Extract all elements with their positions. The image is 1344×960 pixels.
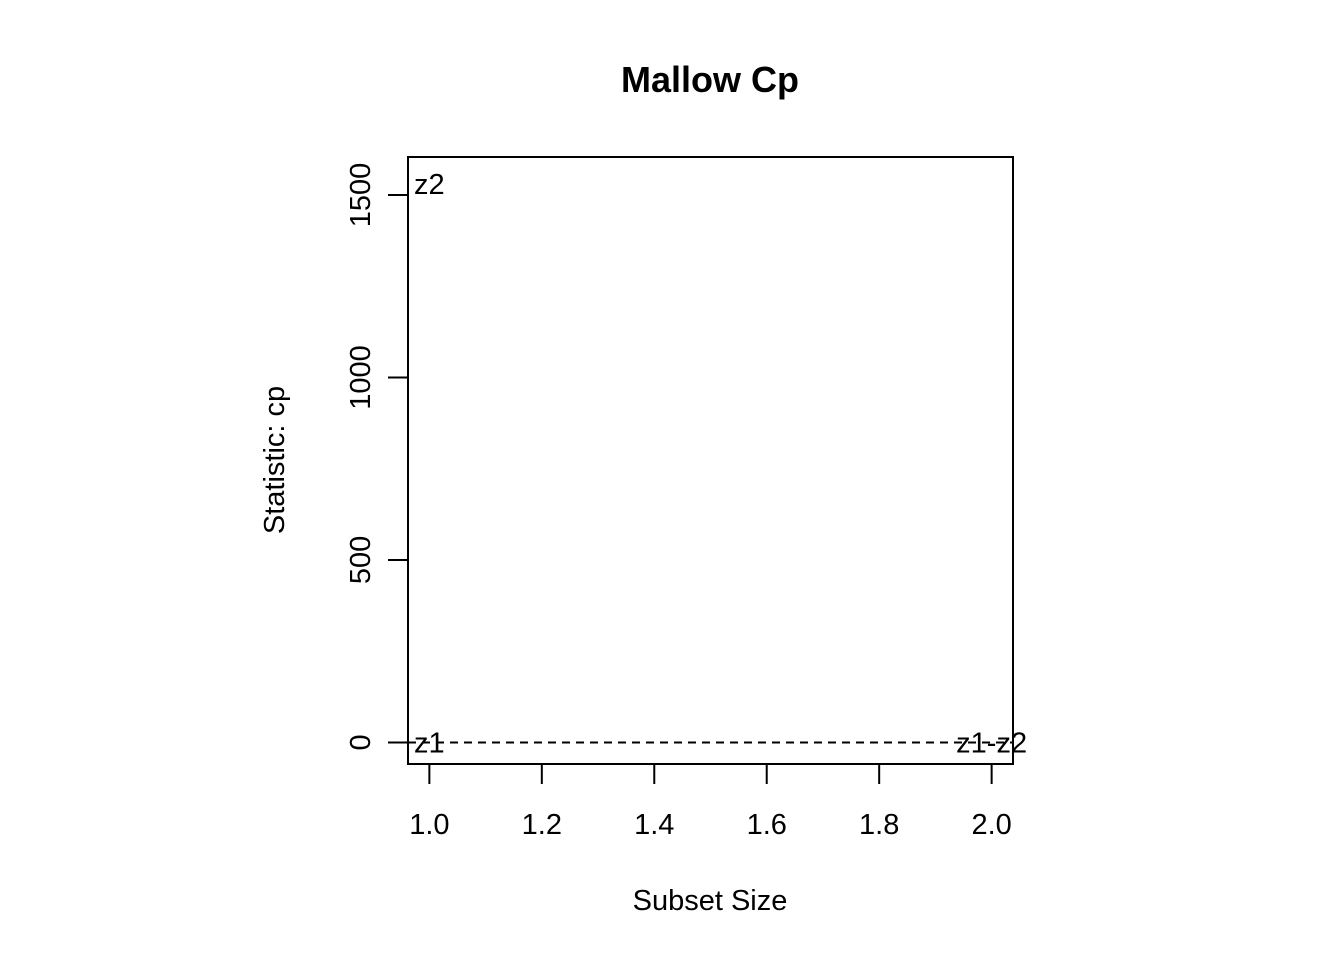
x-axis: 1.0 1.2 1.4 1.6 1.8 2.0 [409, 763, 1012, 841]
point-label-z1: z1 [414, 727, 445, 759]
x-tick-label: 1.4 [634, 809, 674, 841]
x-tick-label: 1.8 [859, 809, 899, 841]
x-tick-label: 1.2 [522, 809, 562, 841]
x-tick-label: 1.6 [747, 809, 787, 841]
y-tick-label: 0 [345, 734, 377, 750]
plot-frame [407, 156, 1014, 765]
x-tick-label: 1.0 [409, 809, 449, 841]
point-label-z1-z2: z1-z2 [956, 727, 1027, 759]
y-axis: 0 500 1000 1500 [345, 163, 409, 751]
y-tick-label: 1000 [345, 345, 377, 410]
chart-title: Mallow Cp [621, 59, 799, 100]
y-axis-label: Statistic: cp [259, 386, 291, 534]
point-label-z2: z2 [414, 169, 445, 201]
y-tick-label: 1500 [345, 163, 377, 228]
x-axis-label: Subset Size [633, 885, 788, 917]
point-labels: z2 z1 z1-z2 [414, 169, 1027, 759]
x-tick-label: 2.0 [971, 809, 1011, 841]
y-tick-label: 500 [345, 536, 377, 584]
